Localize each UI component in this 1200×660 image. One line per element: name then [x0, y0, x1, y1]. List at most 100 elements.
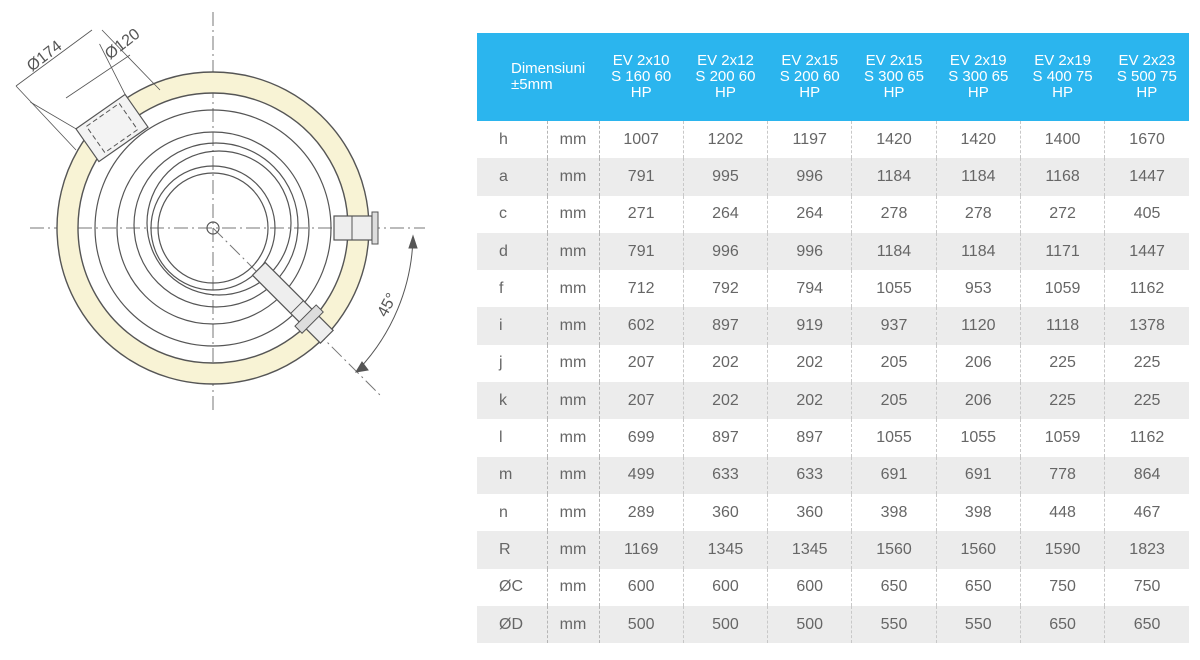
table-cell: 1400 [1020, 121, 1106, 159]
dimension-symbol: f [477, 270, 548, 308]
table-cell: 691 [851, 456, 937, 494]
table-cell: 633 [683, 456, 769, 494]
table-cell: 202 [767, 344, 853, 383]
dimension-symbol: ØC [477, 568, 548, 606]
table-cell: 205 [851, 344, 937, 383]
dimension-symbol: k [477, 382, 548, 420]
table-cell: 206 [936, 382, 1021, 420]
table-cell: 289 [599, 493, 684, 532]
table-cell: 1378 [1104, 307, 1189, 345]
table-header-row: Dimensiuni ±5mm EV 2x10 S 160 60 HP EV 2… [477, 33, 1189, 121]
dimension-unit: mm [547, 531, 600, 569]
dimension-symbol: n [477, 493, 548, 532]
table-cell: 1447 [1104, 158, 1189, 196]
table-cell: 600 [599, 568, 684, 606]
model-header: EV 2x15 S 300 65 HP [851, 33, 937, 121]
table-cell: 1059 [1020, 270, 1106, 308]
table-row: i mm 602 897 919 937 1120 1118 1378 [477, 307, 1189, 345]
table-cell: 398 [936, 493, 1021, 532]
top-connection-sleeve [30, 43, 149, 163]
table-cell: 1560 [851, 531, 937, 569]
table-cell: 500 [767, 605, 853, 644]
table-cell: 794 [767, 270, 853, 308]
table-cell: 1059 [1020, 419, 1106, 457]
dimension-symbol: ØD [477, 605, 548, 644]
table-cell: 278 [936, 195, 1021, 233]
table-cell: 791 [599, 158, 684, 196]
table-cell: 1184 [851, 158, 937, 196]
table-cell: 1823 [1104, 531, 1189, 569]
dimension-unit: mm [547, 307, 600, 345]
table-cell: 897 [683, 307, 769, 345]
model-header: EV 2x12 S 200 60 HP [683, 33, 768, 121]
table-cell: 650 [1104, 605, 1189, 644]
table-cell: 398 [851, 493, 937, 532]
model-header: EV 2x10 S 160 60 HP [599, 33, 684, 121]
table-cell: 937 [851, 307, 937, 345]
table-cell: 1345 [683, 531, 769, 569]
table-cell: 600 [767, 568, 853, 606]
table-row: d mm 791 996 996 1184 1184 1171 1447 [477, 232, 1189, 271]
table-cell: 1162 [1104, 270, 1189, 308]
table-cell: 650 [936, 568, 1021, 606]
table-cell: 1590 [1020, 531, 1106, 569]
dimension-unit: mm [547, 456, 600, 494]
table-cell: 1118 [1020, 307, 1106, 345]
table-row: c mm 271 264 264 278 278 272 405 [477, 195, 1189, 233]
table-cell: 550 [936, 605, 1021, 644]
table-cell: 205 [851, 382, 937, 420]
dimension-unit: mm [547, 121, 600, 159]
table-cell: 996 [767, 232, 853, 271]
table-cell: 691 [936, 456, 1021, 494]
table-cell: 264 [683, 195, 769, 233]
table-cell: 500 [683, 605, 769, 644]
dimension-unit: mm [547, 419, 600, 457]
table-cell: 1169 [599, 531, 684, 569]
table-cell: 264 [767, 195, 853, 233]
table-cell: 995 [683, 158, 769, 196]
table-cell: 225 [1104, 382, 1189, 420]
dimension-unit: mm [547, 344, 600, 383]
dimension-unit: mm [547, 158, 600, 196]
table-row: m mm 499 633 633 691 691 778 864 [477, 456, 1189, 494]
dimensions-table: Dimensiuni ±5mm EV 2x10 S 160 60 HP EV 2… [477, 33, 1189, 644]
table-cell: 499 [599, 456, 684, 494]
dimension-unit: mm [547, 605, 600, 644]
inner-diameter-label: Ø120 [102, 26, 143, 64]
dimension-unit: mm [547, 270, 600, 308]
table-cell: 202 [683, 344, 769, 383]
table-cell: 225 [1020, 344, 1106, 383]
table-cell: 633 [767, 456, 853, 494]
dimension-unit: mm [547, 232, 600, 271]
dimension-lines [15, 29, 161, 151]
table-cell: 271 [599, 195, 684, 233]
table-cell: 360 [767, 493, 853, 532]
table-row: ØD mm 500 500 500 550 550 650 650 [477, 605, 1189, 644]
dimension-symbol: h [477, 121, 548, 159]
table-cell: 1420 [936, 121, 1021, 159]
table-cell: 1007 [599, 121, 684, 159]
table-cell: 1168 [1020, 158, 1106, 196]
right-connection-sleeve [333, 211, 379, 245]
table-cell: 897 [767, 419, 853, 457]
table-cell: 1120 [936, 307, 1021, 345]
table-cell: 1202 [683, 121, 769, 159]
table-cell: 953 [936, 270, 1021, 308]
table-cell: 225 [1020, 382, 1106, 420]
table-cell: 864 [1104, 456, 1189, 494]
table-row: f mm 712 792 794 1055 953 1059 1162 [477, 270, 1189, 308]
table-cell: 500 [599, 605, 684, 644]
table-cell: 405 [1104, 195, 1189, 233]
model-header: EV 2x19 S 300 65 HP [936, 33, 1021, 121]
table-cell: 792 [683, 270, 769, 308]
table-cell: 750 [1020, 568, 1106, 606]
table-row: k mm 207 202 202 205 206 225 225 [477, 382, 1189, 420]
dimension-symbol: a [477, 158, 548, 196]
table-cell: 1345 [767, 531, 853, 569]
table-cell: 1171 [1020, 232, 1106, 271]
table-cell: 602 [599, 307, 684, 345]
dimension-unit: mm [547, 493, 600, 532]
table-cell: 750 [1104, 568, 1189, 606]
dimension-symbol: i [477, 307, 548, 345]
dimension-unit: mm [547, 195, 600, 233]
